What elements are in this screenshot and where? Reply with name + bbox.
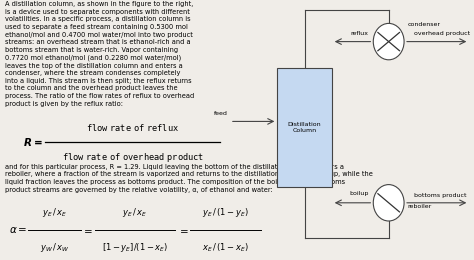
Text: $x_E\,/\,\left(1-x_E\right)$: $x_E\,/\,\left(1-x_E\right)$ [201,241,249,254]
FancyBboxPatch shape [277,68,332,187]
Text: $y_E\,/\,\left(1-y_E\right)$: $y_E\,/\,\left(1-y_E\right)$ [201,206,249,219]
Text: A distillation column, as shown in the figure to the right,
is a device used to : A distillation column, as shown in the f… [5,1,194,107]
Text: $\mathtt{flow\ rate\ of\ overhead\ product}$: $\mathtt{flow\ rate\ of\ overhead\ produ… [62,151,204,164]
Text: $\bfit{R}=$: $\bfit{R}=$ [23,136,43,148]
Text: boilup: boilup [349,191,368,196]
Text: reflux: reflux [351,31,368,36]
Text: Distillation
Column: Distillation Column [288,122,321,133]
Text: and for this particular process, R = 1.29. Liquid leaving the bottom of the dist: and for this particular process, R = 1.2… [5,164,373,193]
Text: reboiler: reboiler [407,204,431,209]
Text: condenser: condenser [407,22,440,27]
Ellipse shape [373,23,404,60]
Text: $y_E\,/\,x_E$: $y_E\,/\,x_E$ [42,206,67,219]
Text: $\left[1-y_E\right]/\left(1-x_E\right)$: $\left[1-y_E\right]/\left(1-x_E\right)$ [102,241,168,254]
Text: bottoms product: bottoms product [413,193,466,198]
Ellipse shape [373,185,404,221]
Text: $=$: $=$ [81,225,92,235]
Text: overhead product: overhead product [413,31,470,36]
Text: $\mathtt{flow\ rate\ of\ reflux}$: $\mathtt{flow\ rate\ of\ reflux}$ [86,122,179,133]
Text: $\alpha=$: $\alpha=$ [9,225,28,235]
Text: $=$: $=$ [177,225,188,235]
Text: $y_E\,/\,x_E$: $y_E\,/\,x_E$ [122,206,148,219]
Text: $y_W\,/\,x_W$: $y_W\,/\,x_W$ [40,241,69,254]
Text: feed: feed [214,111,228,116]
